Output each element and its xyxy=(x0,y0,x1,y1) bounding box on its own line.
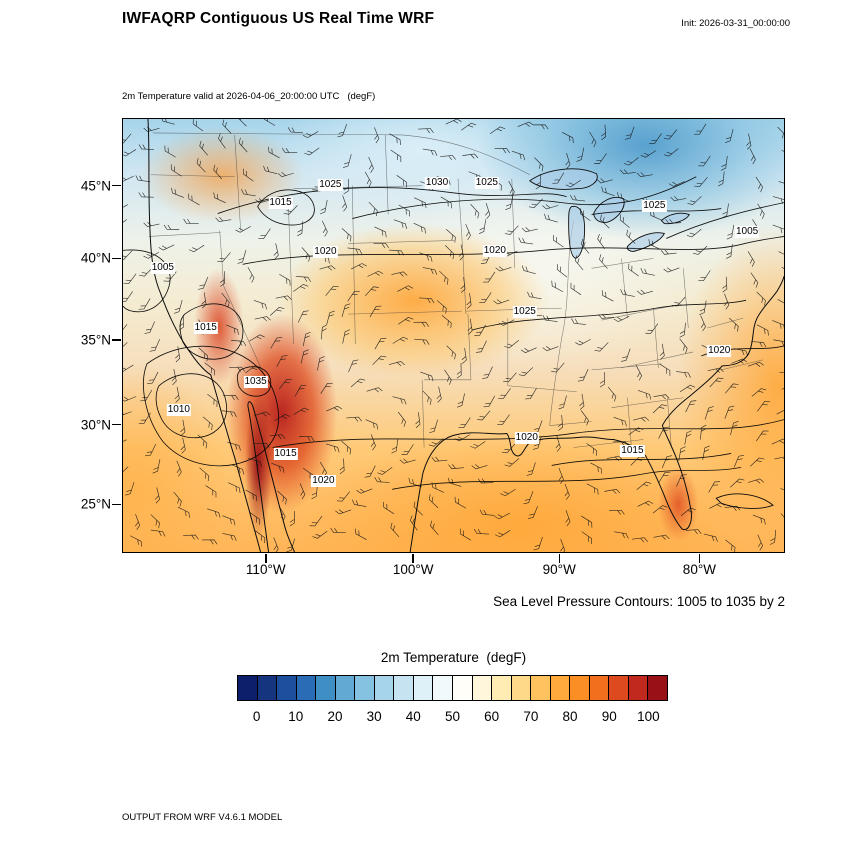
pressure-contour-label: 1015 xyxy=(193,322,218,335)
longitude-tick-label: 110°W xyxy=(245,562,286,577)
latitude-tick-label: 40°N xyxy=(80,250,111,266)
pressure-contour-label: 1020 xyxy=(482,245,507,258)
longitude-tick-label: 80°W xyxy=(682,562,716,577)
latitude-tick-mark xyxy=(112,184,121,187)
pressure-contour-label: 1010 xyxy=(166,403,191,416)
footer-model-version: OUTPUT FROM WRF V4.6.1 MODEL xyxy=(122,812,283,823)
colorbar-tick-label: 10 xyxy=(288,709,304,724)
colorbar-tick-label: 50 xyxy=(444,709,461,724)
longitude-tick-mark xyxy=(265,554,267,563)
colorbar-cell xyxy=(570,676,590,700)
pressure-contour-label: 1025 xyxy=(512,306,537,319)
colorbar-tick-label: 60 xyxy=(484,709,500,724)
colorbar-cell xyxy=(550,676,571,700)
colorbar-cell xyxy=(511,676,532,700)
temperature-colorbar xyxy=(237,675,668,701)
longitude-tick-mark xyxy=(698,554,701,563)
colorbar-cell xyxy=(433,676,454,700)
pressure-contour-label: 1015 xyxy=(268,196,293,209)
colorbar-cell xyxy=(335,676,356,700)
colorbar-cell xyxy=(628,676,649,700)
great-lakes xyxy=(529,168,690,259)
pressure-contour-label: 1030 xyxy=(424,176,450,189)
latitude-tick-label: 25°N xyxy=(80,496,111,512)
colorbar-tick-label: 70 xyxy=(523,709,539,724)
plot-title: IWFAQRP Contiguous US Real Time WRF xyxy=(122,10,435,27)
cuba-coastline xyxy=(715,493,774,509)
pressure-contour-label: 1005 xyxy=(734,226,760,239)
colorbar-cell xyxy=(394,676,414,700)
colorbar-cell xyxy=(609,676,629,700)
colorbar-cell xyxy=(316,676,336,700)
pressure-contour-label: 1005 xyxy=(150,262,175,275)
longitude-tick-mark xyxy=(412,554,414,563)
colorbar-cell xyxy=(355,676,375,700)
pressure-contour-label: 1020 xyxy=(311,475,336,488)
colorbar-cell xyxy=(589,676,610,700)
colorbar-cell xyxy=(374,676,395,700)
latitude-tick-mark xyxy=(112,257,121,260)
colorbar-cell xyxy=(472,676,493,700)
pressure-contour-label: 1035 xyxy=(243,375,268,388)
pressure-contour-label: 1015 xyxy=(273,448,298,461)
latitude-tick-label: 30°N xyxy=(80,417,111,433)
colorbar-tick-label: 90 xyxy=(601,709,617,724)
coastline xyxy=(147,119,784,552)
colorbar-cell xyxy=(453,676,473,700)
pressure-contour-label: 1025 xyxy=(642,199,667,212)
pressure-contour-label: 1020 xyxy=(313,246,338,259)
map-overlay-svg xyxy=(123,119,784,552)
colorbar-tick-label: 20 xyxy=(327,709,343,724)
colorbar-cell xyxy=(277,676,297,700)
pressure-contour-labels-layer: 1015 1025 1030 1025 1025 1005 1005 1020 1020 1025… xyxy=(123,119,784,552)
colorbar-title: 2m Temperature (degF) xyxy=(380,650,527,665)
field-line-temperature: 2m Temperature valid at 2026-04-06_20:00… xyxy=(122,91,376,102)
pressure-contour-label: 1025 xyxy=(318,178,343,191)
longitude-tick-label: 90°W xyxy=(542,562,576,577)
colorbar-tick-label: 30 xyxy=(366,709,382,724)
state-borders xyxy=(148,132,764,448)
init-time-label: Init: 2026-03-31_00:00:00 xyxy=(681,18,790,29)
model-footer: OUTPUT FROM WRF V4.6.1 MODEL WE = 580 ; … xyxy=(122,785,496,850)
pressure-contour-label: 1020 xyxy=(514,431,539,444)
map-canvas: 1015 1025 1030 1025 1025 1005 1005 1020 1020 1025… xyxy=(123,119,784,552)
latitude-tick-mark xyxy=(112,339,121,341)
colorbar-cell xyxy=(257,676,278,700)
colorbar-tick-labels: 0 10 20 30 40 50 60 70 80 90 100 xyxy=(237,709,668,727)
colorbar-tick-label: 40 xyxy=(405,709,421,724)
latitude-tick-label: 45°N xyxy=(80,178,111,194)
colorbar-tick-label: 0 xyxy=(252,709,261,724)
pressure-contour-label: 1020 xyxy=(707,344,732,357)
pressure-contour-label: 1015 xyxy=(620,445,645,458)
colorbar-cell xyxy=(648,676,668,700)
colorbar-cell xyxy=(238,676,258,700)
colorbar-tick-label: 80 xyxy=(562,709,578,724)
colorbar-cell xyxy=(492,676,512,700)
latitude-tick-mark xyxy=(112,503,121,506)
pressure-contour-label: 1025 xyxy=(474,176,499,189)
colorbar-tick-label: 100 xyxy=(637,709,660,724)
colorbar-cell xyxy=(531,676,551,700)
temperature-shading-field xyxy=(123,119,784,552)
map-frame: 1015 1025 1030 1025 1025 1005 1005 1020 1020 1025… xyxy=(81,118,785,577)
latitude-tick-mark xyxy=(112,423,121,426)
longitude-tick-label: 100°W xyxy=(392,562,434,577)
longitude-tick-mark xyxy=(558,554,560,563)
colorbar-cell xyxy=(296,676,317,700)
latitude-tick-label: 35°N xyxy=(80,332,111,348)
colorbar-cell xyxy=(413,676,434,700)
contour-interval-caption: Sea Level Pressure Contours: 1005 to 103… xyxy=(493,594,785,609)
